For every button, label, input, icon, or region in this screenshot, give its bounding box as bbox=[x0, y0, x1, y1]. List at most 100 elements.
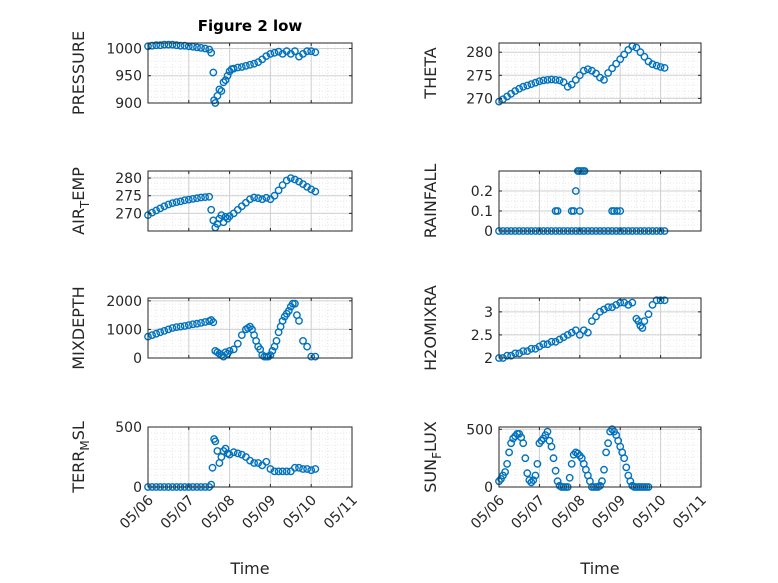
data-point bbox=[551, 337, 560, 346]
data-point bbox=[531, 344, 540, 353]
data-point bbox=[624, 300, 633, 309]
data-point bbox=[208, 463, 217, 472]
y-axis-label: TERRMSL bbox=[69, 421, 92, 494]
data-point bbox=[254, 194, 263, 203]
data-point bbox=[616, 207, 625, 215]
y-tick-label: 3 bbox=[484, 305, 493, 321]
data-point bbox=[608, 425, 616, 434]
data-point bbox=[274, 47, 283, 56]
data-point bbox=[311, 352, 320, 361]
data-point bbox=[262, 52, 271, 60]
data-points bbox=[144, 435, 320, 491]
data-point bbox=[270, 48, 279, 57]
y-tick-label: 2.5 bbox=[471, 328, 493, 344]
data-point bbox=[270, 191, 279, 200]
data-point bbox=[250, 193, 259, 202]
data-point bbox=[535, 77, 544, 86]
y-axis-label: AIRTEMP bbox=[69, 167, 92, 235]
data-point bbox=[188, 42, 197, 51]
subplot-mixdepth: 0 1000 2000 MIXDEPTH bbox=[69, 286, 353, 370]
data-point bbox=[197, 193, 205, 202]
major-grid bbox=[148, 171, 352, 231]
data-points bbox=[495, 296, 669, 362]
data-point bbox=[511, 87, 520, 95]
data-point bbox=[229, 345, 238, 354]
data-point bbox=[156, 41, 165, 50]
data-point bbox=[632, 43, 641, 52]
data-point bbox=[237, 63, 246, 71]
axes-box bbox=[147, 170, 353, 232]
data-point bbox=[193, 43, 201, 52]
data-point bbox=[571, 76, 580, 84]
data-point bbox=[299, 465, 307, 473]
y-tick-label: 275 bbox=[466, 68, 493, 84]
data-point bbox=[188, 320, 197, 329]
data-point bbox=[503, 459, 511, 468]
data-point bbox=[148, 208, 157, 217]
data-point bbox=[160, 202, 169, 211]
data-point bbox=[600, 465, 608, 474]
data-point bbox=[307, 185, 316, 194]
data-point bbox=[246, 195, 254, 204]
data-point bbox=[176, 197, 185, 206]
data-point bbox=[573, 449, 582, 458]
data-point bbox=[290, 47, 299, 56]
data-point bbox=[652, 61, 661, 70]
data-point bbox=[523, 469, 532, 478]
data-point bbox=[303, 47, 311, 56]
data-point bbox=[278, 181, 287, 190]
data-point bbox=[507, 351, 515, 360]
data-point bbox=[215, 85, 224, 94]
data-point bbox=[553, 477, 562, 486]
data-point bbox=[525, 476, 534, 484]
subplot-rainfall: 0 0.1 0.2 RAINFALL bbox=[421, 164, 702, 240]
data-point bbox=[176, 322, 185, 331]
data-point bbox=[303, 465, 311, 473]
data-point bbox=[197, 44, 205, 52]
data-point bbox=[156, 204, 165, 213]
data-point bbox=[507, 439, 515, 448]
data-point bbox=[509, 434, 517, 443]
data-point bbox=[584, 328, 592, 337]
y-tick-label: 1000 bbox=[106, 41, 142, 57]
data-point bbox=[205, 192, 214, 201]
data-point bbox=[563, 82, 572, 91]
x-tick-label: 05/07 bbox=[158, 493, 198, 533]
data-point bbox=[521, 454, 530, 463]
data-point bbox=[616, 55, 625, 64]
x-axis-label-right: Time bbox=[579, 559, 619, 578]
y-tick-label: 500 bbox=[115, 420, 142, 436]
data-point bbox=[311, 187, 320, 196]
x-tick-label: 05/10 bbox=[280, 493, 320, 533]
data-point bbox=[233, 339, 242, 348]
data-point bbox=[543, 76, 552, 84]
y-axis-label: RAINFALL bbox=[421, 164, 440, 239]
data-point bbox=[547, 442, 556, 451]
data-point bbox=[600, 305, 608, 314]
data-point bbox=[575, 71, 584, 80]
data-point bbox=[592, 312, 600, 321]
subplot-pressure: 900 950 1000 PRESSURE bbox=[69, 31, 353, 115]
data-point bbox=[626, 477, 635, 486]
y-tick-label: 270 bbox=[466, 91, 493, 107]
data-point bbox=[579, 326, 588, 335]
data-point bbox=[529, 476, 538, 484]
x-tick-label: 05/06 bbox=[117, 492, 157, 532]
data-point bbox=[207, 48, 216, 57]
y-tick-label: 2 bbox=[484, 351, 493, 367]
data-point bbox=[519, 82, 528, 91]
data-point bbox=[547, 75, 556, 84]
data-point bbox=[290, 299, 299, 308]
data-points bbox=[144, 174, 320, 232]
data-point bbox=[571, 326, 580, 335]
data-point bbox=[533, 459, 542, 468]
data-point bbox=[604, 439, 612, 448]
data-point bbox=[233, 63, 242, 72]
data-point bbox=[307, 466, 316, 475]
data-point bbox=[209, 318, 218, 327]
x-axis-label-left: Time bbox=[229, 559, 269, 578]
data-point bbox=[608, 303, 616, 312]
data-points bbox=[144, 299, 320, 361]
data-point bbox=[543, 427, 552, 436]
